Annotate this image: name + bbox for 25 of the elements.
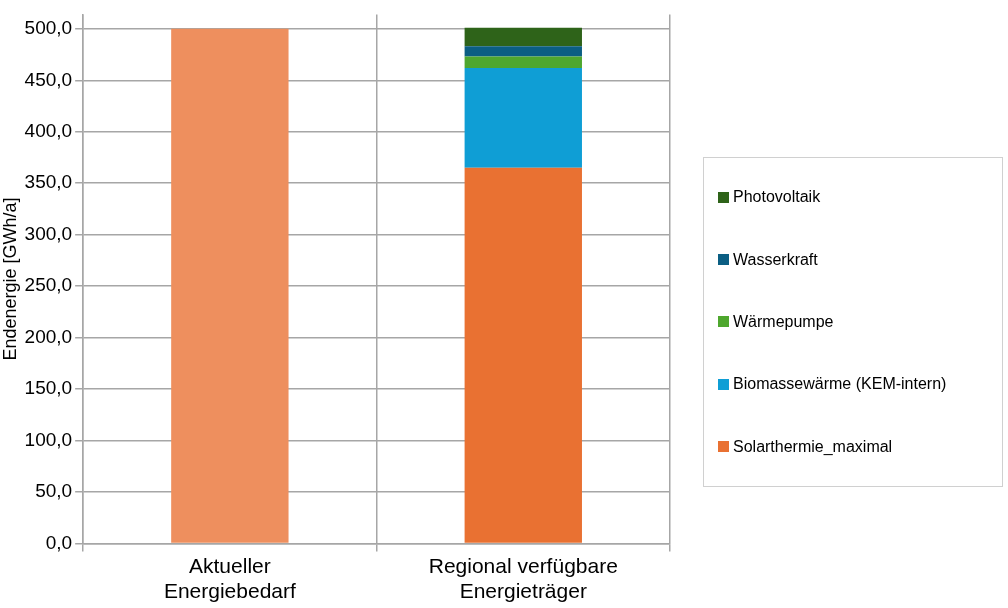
y-tick-label: 450,0	[24, 68, 73, 90]
legend-label: Wasserkraft	[733, 250, 818, 269]
legend-label: Photovoltaik	[733, 188, 821, 207]
bar	[464, 67, 582, 168]
y-tick-label: 500,0	[24, 17, 73, 39]
y-tick-label: 150,0	[24, 377, 73, 399]
x-tick-label: Regional verfügbare Energieträger	[428, 554, 618, 603]
y-axis-title: Endenergie [GWh/a]	[0, 197, 20, 361]
y-tick-label: 400,0	[24, 120, 73, 142]
legend-label: Solarthermie_maximal	[733, 437, 893, 456]
y-tick-label: 50,0	[35, 480, 73, 502]
y-tick-label: 200,0	[24, 325, 73, 347]
y-tick-label: 350,0	[24, 171, 73, 193]
legend-label: Biomassewärme (KEM-intern)	[733, 375, 947, 394]
bar	[464, 167, 582, 543]
x-tick-label: Aktueller Energiebedarf	[163, 554, 296, 603]
bar	[464, 27, 582, 47]
y-tick-label: 100,0	[24, 428, 73, 450]
bar	[171, 28, 289, 543]
legend-label: Wärmepumpe	[733, 312, 834, 331]
bar	[464, 46, 582, 57]
y-tick-label: 250,0	[24, 274, 73, 296]
bar	[464, 56, 582, 68]
y-tick-label: 0,0	[45, 531, 73, 553]
y-tick-label: 300,0	[24, 222, 73, 244]
